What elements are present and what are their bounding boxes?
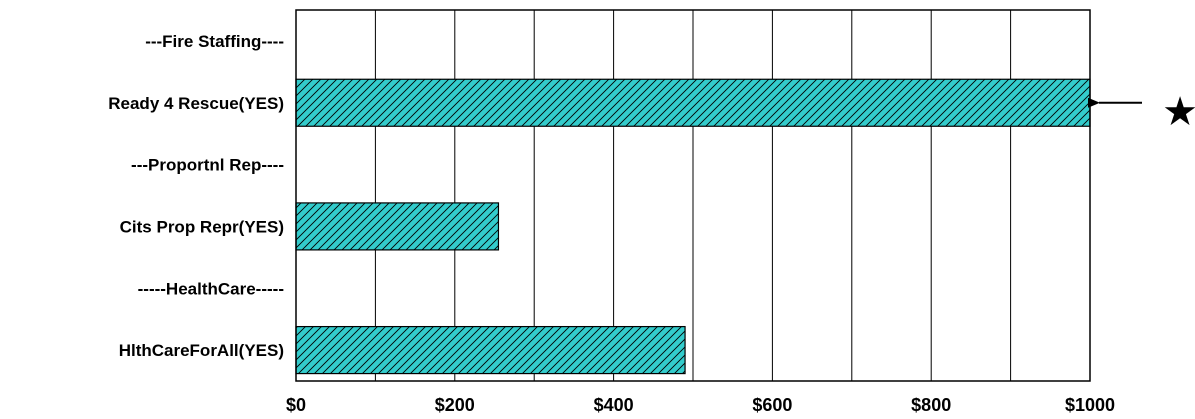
category-label: ---Fire Staffing----	[145, 32, 284, 51]
category-label: Ready 4 Rescue(YES)	[108, 94, 284, 113]
plot-area-border	[295, 9, 1091, 382]
category-label: -----HealthCare-----	[138, 279, 284, 298]
x-tick-label: $1000	[1065, 395, 1115, 415]
category-label: Cits Prop Repr(YES)	[120, 217, 284, 236]
category-labels: ---Fire Staffing---- Ready 4 Rescue(YES) -…	[108, 32, 284, 360]
x-axis-tick-labels: $0 $200 $400 $600 $800 $1000	[286, 395, 1115, 415]
category-label: HlthCareForAll(YES)	[119, 341, 284, 360]
star-icon: ★	[1162, 89, 1195, 135]
gridlines	[374, 10, 1012, 381]
x-tick-label: $200	[435, 395, 475, 415]
annotations: ★	[1088, 89, 1195, 135]
bar	[295, 325, 686, 375]
x-tick-label: $400	[594, 395, 634, 415]
bar	[295, 202, 500, 251]
x-tick-label: $600	[752, 395, 792, 415]
x-tick-label: $800	[911, 395, 951, 415]
bar	[295, 78, 1091, 127]
x-tick-label: $0	[286, 395, 306, 415]
category-label: ---Proportnl Rep----	[131, 156, 284, 175]
